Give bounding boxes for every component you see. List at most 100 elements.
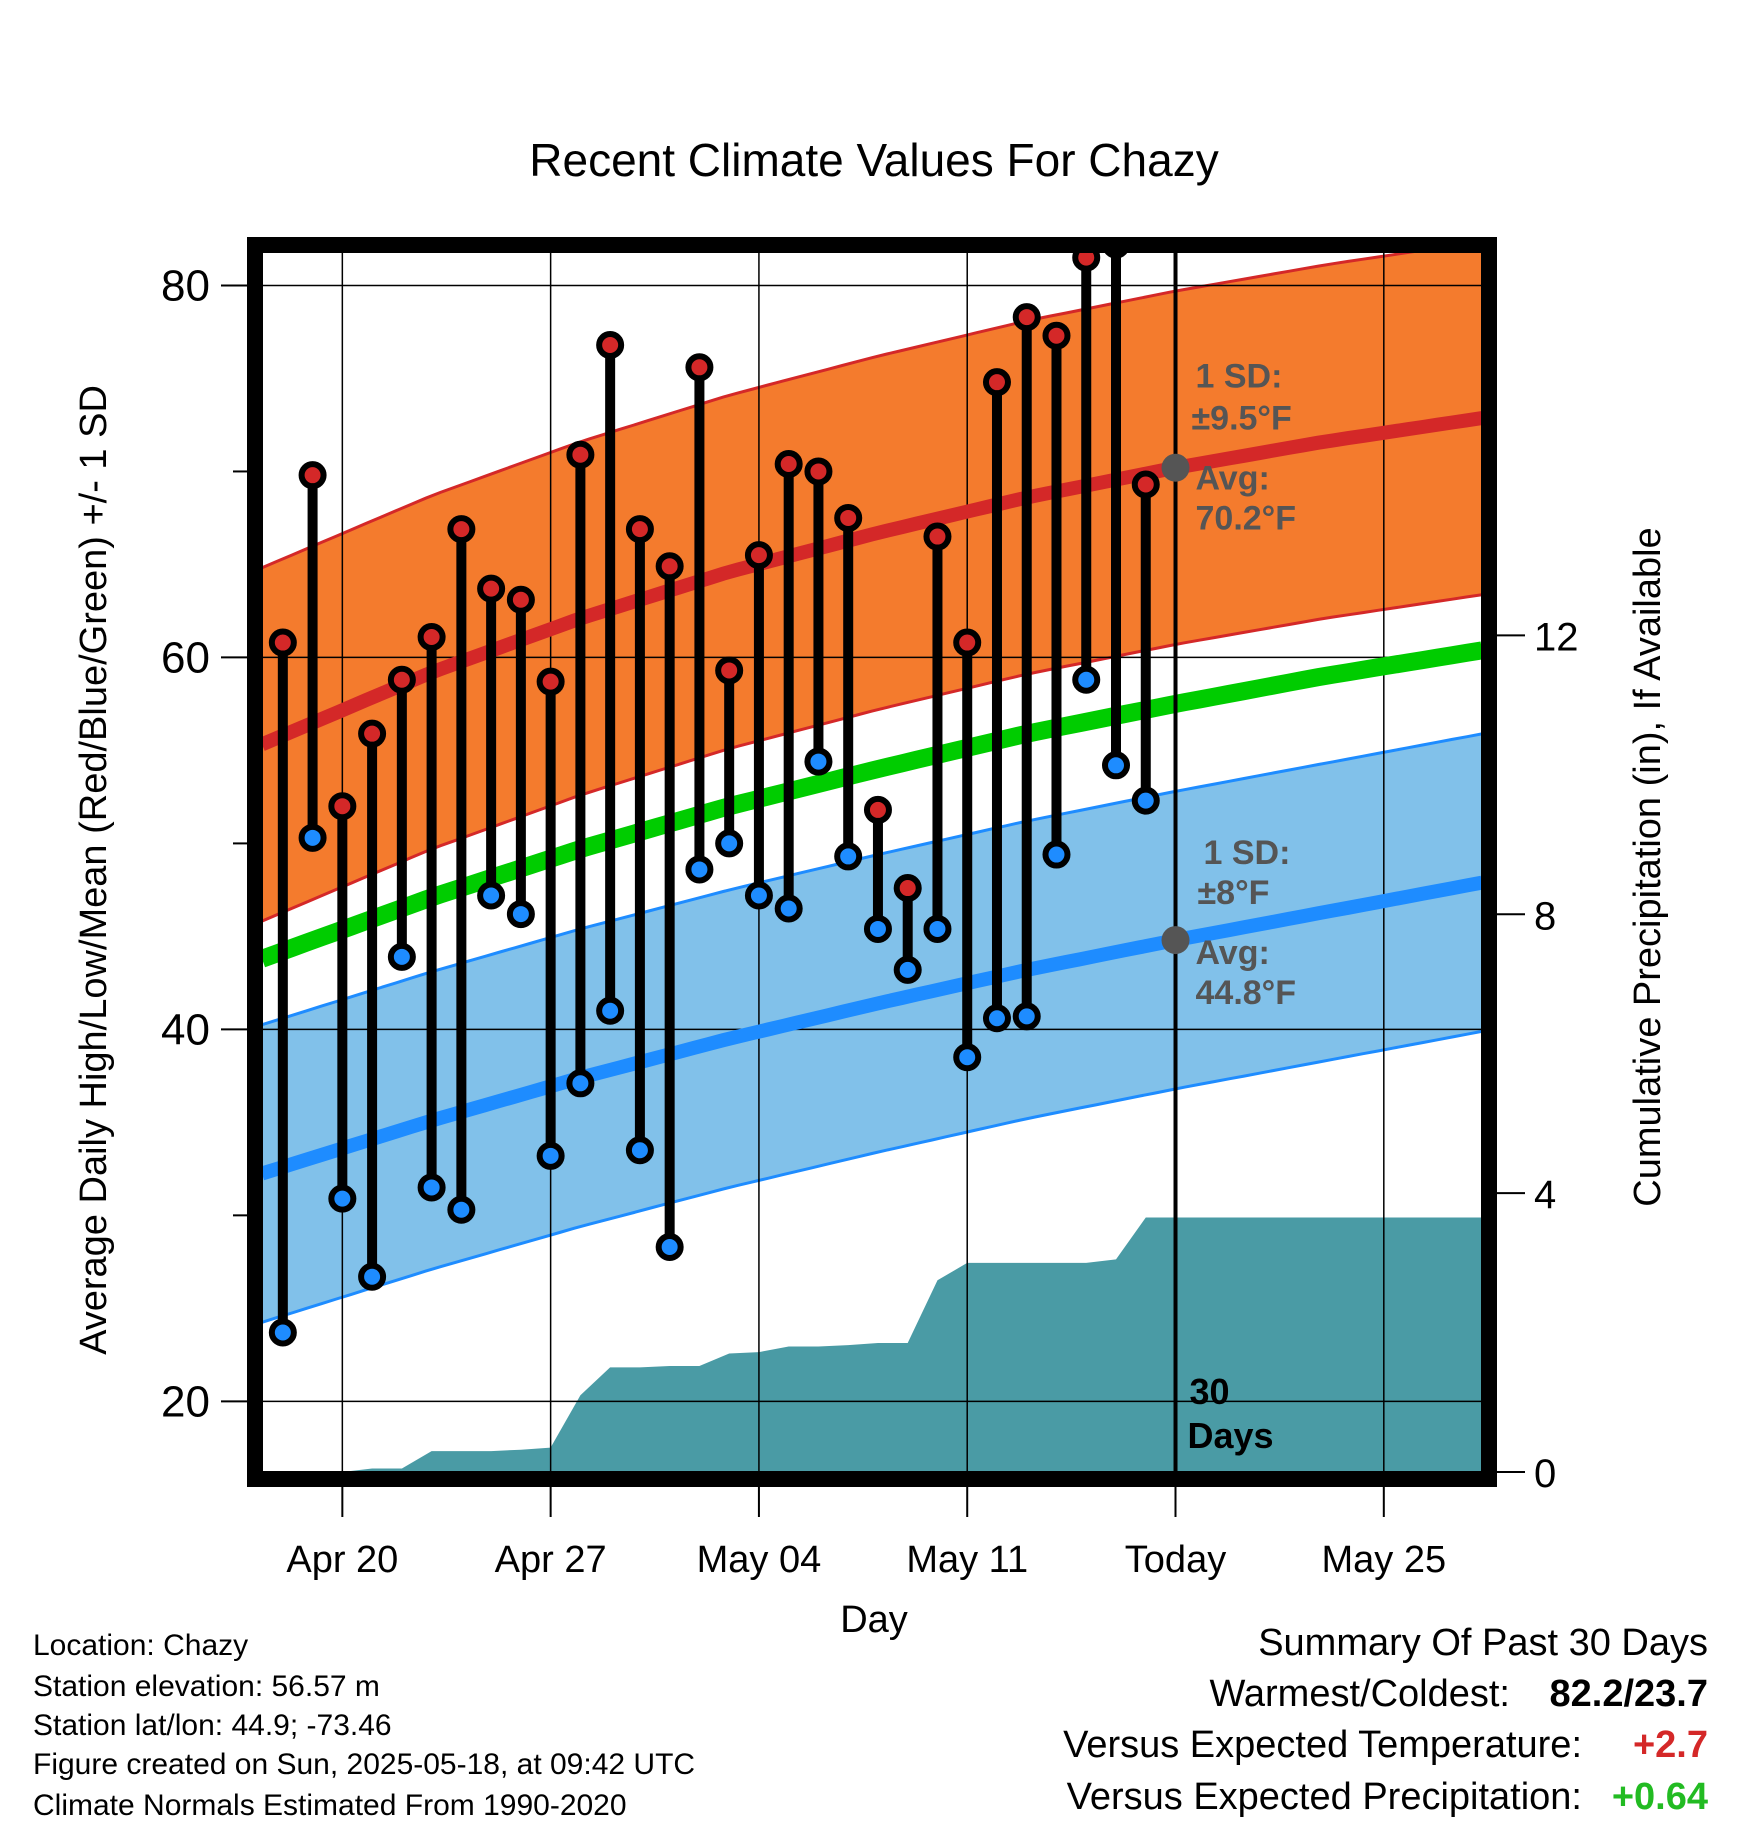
- low-sd-value: ±8°F: [1198, 874, 1270, 912]
- footer-created: Figure created on Sun, 2025-05-18, at 09…: [33, 1748, 696, 1781]
- daily-low-point: [1131, 786, 1160, 815]
- daily-high-point: [863, 795, 892, 824]
- summary-precip-row: Versus Expected Precipitation: +0.64: [1067, 1778, 1708, 1816]
- high-avg-value: 70.2°F: [1196, 500, 1297, 538]
- high-avg-label: Avg:: [1196, 460, 1270, 498]
- summary-title: Summary Of Past 30 Days: [1258, 1622, 1708, 1664]
- daily-high-point: [506, 585, 535, 614]
- low-avg-today-marker: [1161, 926, 1190, 955]
- high-avg-today-marker: [1161, 453, 1190, 482]
- daily-low-point: [328, 1184, 357, 1213]
- today-days-label: 30: [1190, 1371, 1230, 1412]
- x-tick-label: Today: [1125, 1539, 1226, 1581]
- daily-low-point: [1102, 751, 1130, 780]
- high-sd-value: ±9.5°F: [1192, 400, 1292, 438]
- daily-high-point: [982, 368, 1011, 397]
- x-tick-label: Apr 27: [495, 1539, 607, 1581]
- daily-high-point: [566, 440, 595, 469]
- daily-high-point: [744, 541, 773, 570]
- daily-low-point: [715, 829, 744, 858]
- daily-high-point: [715, 656, 744, 685]
- daily-low-point: [506, 900, 535, 929]
- x-tick-label: Apr 20: [286, 1539, 398, 1581]
- footer-latlon: Station lat/lon: 44.9; -73.46: [33, 1709, 392, 1742]
- daily-low-point: [566, 1069, 595, 1098]
- summary-warm-cold-row: Warmest/Coldest: 82.2/23.7: [1209, 1675, 1708, 1713]
- summary-precip-label: Versus Expected Precipitation:: [1066, 1776, 1582, 1818]
- daily-low-point: [804, 747, 833, 776]
- daily-high-point: [328, 792, 357, 821]
- y2-tick-label: 8: [1534, 894, 1556, 938]
- daily-high-point: [536, 667, 565, 696]
- high-sd-upper-line: [262, 252, 1422, 570]
- daily-high-point: [625, 515, 654, 544]
- high-sd-label: 1 SD:: [1196, 358, 1283, 396]
- daily-low-point: [1042, 840, 1071, 869]
- summary-warm-cold-label: Warmest/Coldest:: [1209, 1673, 1510, 1715]
- daily-high-point: [298, 461, 327, 490]
- y2-tick-label: 0: [1534, 1452, 1556, 1496]
- daily-high-point: [477, 574, 506, 603]
- daily-high-point: [655, 552, 684, 581]
- daily-high-point: [1072, 252, 1101, 272]
- low-avg-value: 44.8°F: [1196, 974, 1297, 1012]
- plot-frame: [247, 237, 1497, 1487]
- y-tick-label: 60: [161, 633, 210, 682]
- summary-temp-row: Versus Expected Temperature: +2.7: [1063, 1726, 1708, 1764]
- daily-high-point: [268, 628, 297, 657]
- y-tick-label: 80: [161, 261, 210, 310]
- daily-high-point: [1131, 470, 1160, 499]
- daily-low-point: [447, 1195, 476, 1224]
- daily-high-point: [685, 353, 714, 382]
- y2-axis-label: Cumulative Precipitation (in), If Availa…: [1627, 527, 1669, 1206]
- daily-high-point: [596, 330, 625, 359]
- daily-high-point: [893, 874, 922, 903]
- daily-low-point: [685, 855, 714, 884]
- low-avg-label: Avg:: [1196, 934, 1270, 972]
- daily-low-point: [625, 1136, 654, 1165]
- daily-high-point: [1012, 303, 1041, 332]
- y-tick-label: 20: [161, 1377, 210, 1426]
- footer-normals: Climate Normals Estimated From 1990-2020: [33, 1789, 627, 1822]
- daily-high-point: [953, 628, 982, 657]
- daily-low-point: [536, 1141, 565, 1170]
- chart-title: Recent Climate Values For Chazy: [529, 134, 1218, 186]
- daily-high-point: [804, 457, 833, 486]
- daily-low-point: [744, 881, 773, 910]
- daily-high-point: [923, 522, 952, 551]
- y2-tick-label: 4: [1534, 1173, 1556, 1217]
- daily-low-point: [893, 955, 922, 984]
- summary-temp-label: Versus Expected Temperature:: [1063, 1724, 1582, 1766]
- daily-low-point: [834, 842, 863, 871]
- daily-low-point: [298, 823, 327, 852]
- daily-high-point: [447, 515, 476, 544]
- daily-low-point: [596, 996, 625, 1025]
- daily-high-point: [387, 665, 416, 694]
- daily-low-point: [863, 914, 892, 943]
- daily-low-point: [268, 1318, 297, 1347]
- x-axis-label: Day: [840, 1599, 908, 1641]
- daily-low-point: [1072, 665, 1101, 694]
- daily-low-point: [417, 1173, 446, 1202]
- daily-low-point: [774, 894, 803, 923]
- today-days-label: Days: [1188, 1415, 1274, 1456]
- y-tick-label: 40: [161, 1005, 210, 1054]
- daily-low-point: [655, 1232, 684, 1261]
- daily-high-point: [1042, 321, 1071, 350]
- summary-temp-value: +2.7: [1632, 1724, 1708, 1766]
- daily-low-point: [953, 1043, 982, 1072]
- footer-elevation: Station elevation: 56.57 m: [33, 1670, 380, 1703]
- daily-low-point: [923, 914, 952, 943]
- x-tick-label: May 25: [1321, 1539, 1446, 1581]
- summary-warm-cold-value: 82.2/23.7: [1549, 1673, 1708, 1715]
- daily-low-point: [1012, 1002, 1041, 1031]
- low-sd-label: 1 SD:: [1204, 834, 1291, 872]
- daily-low-point: [982, 1004, 1011, 1033]
- daily-low-point: [477, 881, 506, 910]
- y-axis-label: Average Daily High/Low/Mean (Red/Blue/Gr…: [73, 385, 115, 1355]
- x-tick-label: May 04: [697, 1539, 822, 1581]
- summary-precip-value: +0.64: [1611, 1776, 1708, 1818]
- daily-high-point: [774, 450, 803, 479]
